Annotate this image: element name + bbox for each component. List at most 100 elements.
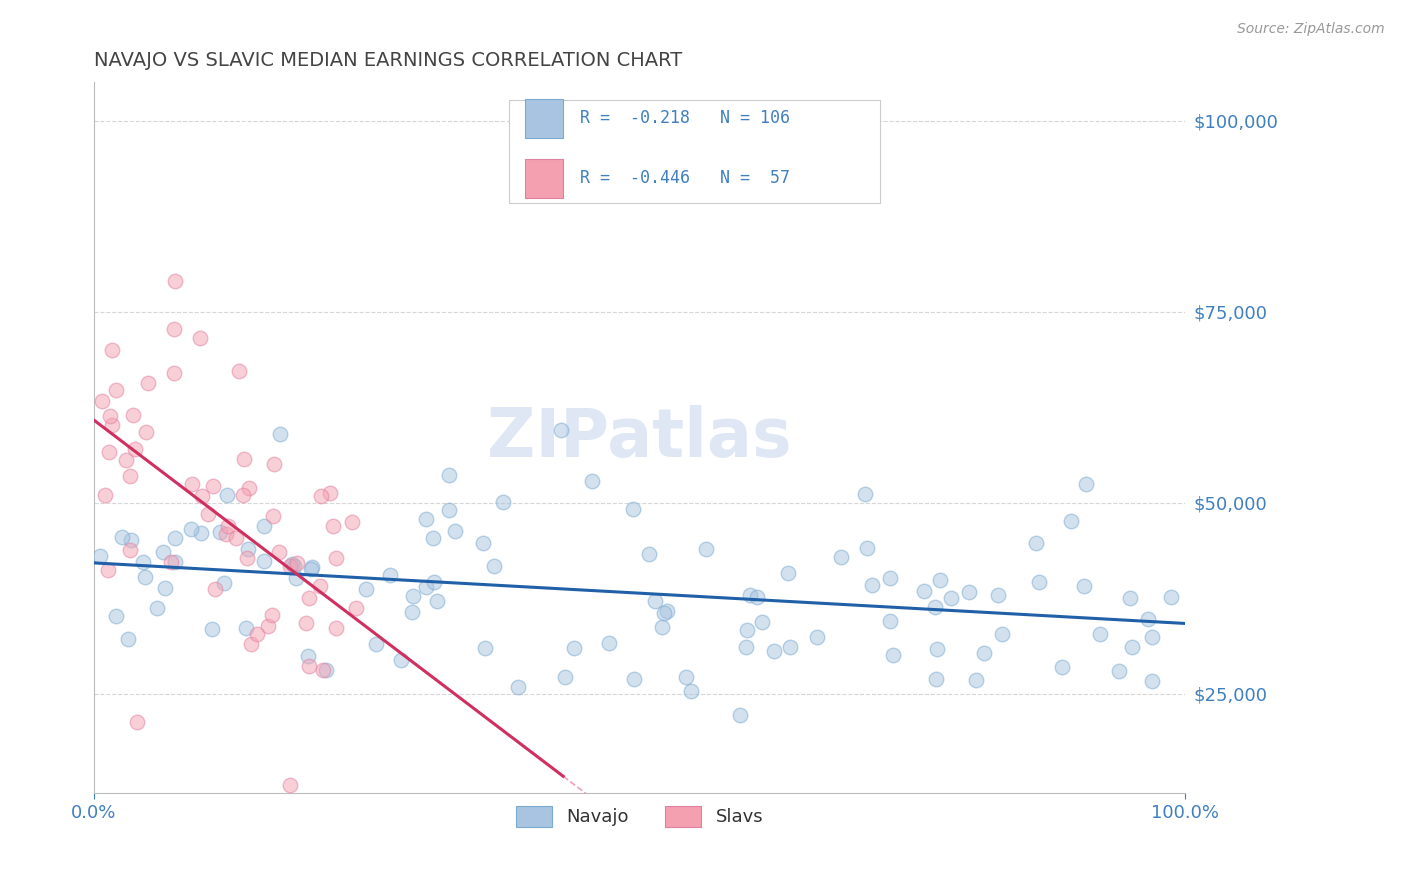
Point [236, 551, 259, 566]
Text: R =  -0.218   N = 106: R = -0.218 N = 106 [579, 109, 790, 127]
Point [190, 525, 212, 540]
Point [778, 566, 800, 581]
Point [214, 576, 236, 591]
Point [315, 664, 337, 678]
Point [426, 594, 449, 608]
Point [474, 640, 496, 655]
Point [309, 579, 332, 593]
Point [262, 509, 284, 524]
Point [598, 636, 620, 650]
Point [423, 574, 446, 589]
Point [146, 600, 169, 615]
Point [912, 584, 935, 599]
Point [1050, 659, 1073, 673]
Point [366, 637, 388, 651]
Point [93, 488, 115, 502]
Point [882, 648, 904, 662]
Point [378, 567, 401, 582]
Point [301, 835, 323, 849]
Point [965, 673, 987, 687]
Point [973, 646, 995, 660]
Point [217, 488, 239, 502]
Point [1136, 612, 1159, 626]
Point [127, 714, 149, 729]
Point [115, 452, 138, 467]
Point [730, 707, 752, 722]
Point [225, 531, 247, 545]
Point [860, 578, 883, 592]
Point [554, 670, 576, 684]
Point [285, 556, 308, 570]
Point [309, 490, 332, 504]
Point [415, 580, 437, 594]
Point [160, 556, 183, 570]
Point [278, 559, 301, 574]
Point [89, 549, 111, 564]
Point [1076, 476, 1098, 491]
Point [269, 427, 291, 442]
Point [179, 522, 201, 536]
Point [644, 594, 666, 608]
Point [105, 609, 128, 624]
Point [98, 445, 121, 459]
Point [853, 487, 876, 501]
Point [318, 486, 340, 500]
Point [1073, 579, 1095, 593]
Point [745, 591, 768, 605]
Point [879, 571, 901, 585]
Point [957, 585, 980, 599]
Point [581, 475, 603, 489]
Point [122, 409, 145, 423]
Point [621, 502, 644, 516]
Point [830, 550, 852, 565]
Point [134, 570, 156, 584]
Point [101, 343, 124, 357]
Point [879, 614, 901, 628]
Point [1142, 630, 1164, 644]
Point [283, 559, 305, 574]
Point [236, 541, 259, 556]
Point [136, 376, 159, 391]
Point [299, 561, 322, 575]
Point [180, 476, 202, 491]
Point [132, 555, 155, 569]
Point [153, 581, 176, 595]
Point [232, 488, 254, 502]
Point [623, 673, 645, 687]
Point [354, 582, 377, 596]
Point [472, 536, 495, 550]
Point [402, 589, 425, 603]
Point [152, 544, 174, 558]
Point [655, 604, 678, 618]
Point [415, 512, 437, 526]
Point [135, 425, 157, 440]
Point [235, 621, 257, 635]
Point [737, 624, 759, 638]
Point [201, 623, 224, 637]
Point [202, 478, 225, 492]
Point [492, 495, 515, 509]
Point [90, 394, 112, 409]
Point [925, 641, 948, 656]
Point [238, 481, 260, 495]
Point [233, 452, 256, 467]
Point [105, 383, 128, 397]
Point [763, 643, 786, 657]
Point [228, 364, 250, 378]
Point [508, 680, 530, 694]
Point [118, 469, 141, 483]
Point [165, 274, 187, 288]
Point [928, 573, 950, 587]
Point [695, 542, 717, 557]
Point [779, 640, 801, 655]
Point [101, 417, 124, 432]
Point [215, 527, 238, 541]
Point [550, 423, 572, 437]
Point [263, 457, 285, 471]
Point [650, 620, 672, 634]
Point [1160, 591, 1182, 605]
Point [924, 673, 946, 687]
Point [562, 640, 585, 655]
Text: ZIPatlas: ZIPatlas [488, 405, 792, 471]
Point [482, 558, 505, 573]
